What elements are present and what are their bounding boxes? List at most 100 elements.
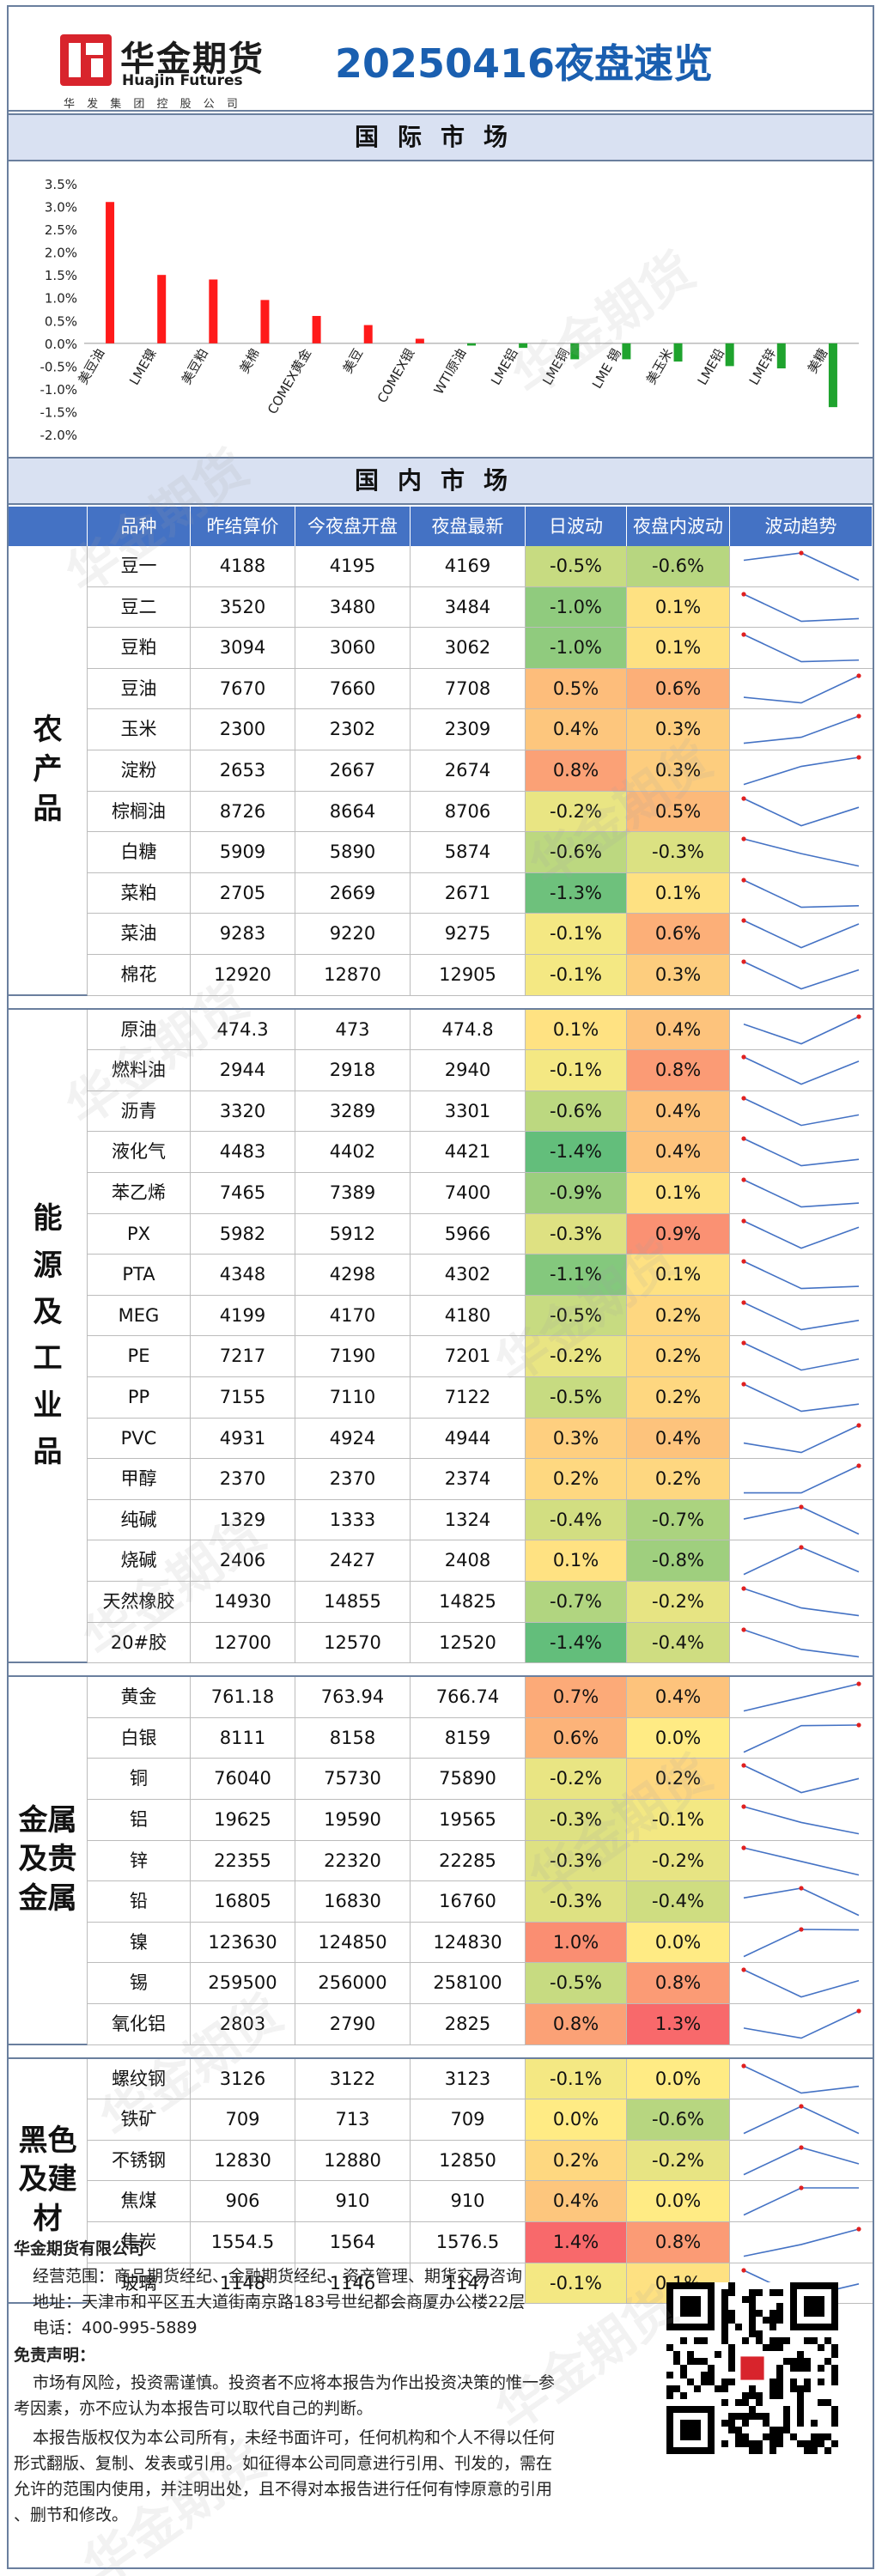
cell-night-open: 4402 — [295, 1132, 411, 1173]
qr-module — [811, 2420, 818, 2427]
sparkline-path — [743, 1588, 860, 1617]
cell-day-change: 1.0% — [526, 1922, 627, 1964]
cell-night-change: 0.3% — [627, 750, 730, 792]
trend-sparkline — [730, 2104, 873, 2141]
qr-module — [776, 2440, 783, 2447]
cell-day-change: -1.0% — [526, 586, 627, 629]
qr-module — [797, 2358, 804, 2365]
y-tick-label: 1.5% — [45, 268, 77, 283]
sparkline-high-marker — [741, 1177, 746, 1182]
cell-day-change: -0.1% — [526, 1050, 627, 1091]
qr-module — [811, 2433, 818, 2440]
qr-module — [749, 2310, 756, 2317]
qr-finder — [680, 2296, 701, 2317]
sparkline-high-marker — [856, 1013, 861, 1019]
chart-bar — [622, 343, 631, 360]
cell-prev-settle: 2944 — [191, 1050, 295, 1091]
x-tick-label: LME铝 — [488, 346, 520, 388]
qr-module — [776, 2317, 783, 2324]
category-text: 农 产 品 — [33, 712, 63, 826]
qr-module — [797, 2385, 804, 2392]
cell-night-change: 0.3% — [627, 955, 730, 996]
cell-prev-settle: 259500 — [191, 1963, 295, 2004]
chart-bar — [725, 343, 734, 367]
cell-night-open: 14855 — [295, 1582, 411, 1623]
cell-night-open: 3122 — [295, 2058, 411, 2100]
sparkline-path — [743, 879, 860, 908]
disclaimer-line: 考因素，亦不应认为本报告可以取代自己的判断。 — [14, 2399, 374, 2418]
disclaimer-title: 免责声明： — [14, 2346, 96, 2365]
cell-night-last: 8706 — [411, 791, 526, 833]
qr-module — [790, 2379, 797, 2385]
cell-day-change: -0.2% — [526, 1336, 627, 1377]
cell-day-change: -0.1% — [526, 2058, 627, 2100]
cell-product: 20#胶 — [88, 1622, 191, 1664]
qr-module — [680, 2372, 687, 2379]
qr-module — [797, 2420, 804, 2427]
chart-bar — [312, 315, 321, 343]
sparkline-high-marker — [741, 1340, 746, 1346]
cell-night-change: 0.9% — [627, 1213, 730, 1255]
qr-module — [797, 2392, 804, 2399]
cell-prev-settle: 22355 — [191, 1840, 295, 1882]
qr-module — [831, 2379, 838, 2385]
cell-day-change: 0.1% — [526, 1009, 627, 1051]
cell-night-last: 12520 — [411, 1622, 526, 1664]
cell-night-change: 0.4% — [627, 1677, 730, 1718]
cell-night-change: 0.0% — [627, 1922, 730, 1964]
sparkline-high-marker — [741, 1844, 746, 1850]
cell-day-change: -0.2% — [526, 791, 627, 833]
cell-night-last: 3123 — [411, 2058, 526, 2100]
qr-module — [728, 2358, 735, 2365]
cell-night-change: 0.3% — [627, 709, 730, 750]
qr-module — [763, 2344, 769, 2351]
company-logo: 华金期货 Huajin Futures 华 发 集 团 控 股 公 司 — [43, 22, 266, 111]
sparkline-high-marker — [799, 1886, 804, 1891]
trend-sparkline — [730, 1054, 873, 1091]
qr-module — [749, 2392, 756, 2399]
y-tick-label: 2.5% — [45, 222, 77, 238]
qr-module — [708, 2379, 715, 2385]
group-separator — [9, 2044, 873, 2059]
qr-module — [728, 2317, 735, 2324]
category-label: 农 产 品 — [9, 546, 88, 996]
qr-module — [701, 2379, 708, 2385]
cell-night-open: 19590 — [295, 1800, 411, 1841]
qr-module — [824, 2337, 831, 2344]
qr-module — [804, 2385, 811, 2392]
cell-product: 苯乙烯 — [88, 1173, 191, 1214]
qr-module — [797, 2406, 804, 2413]
cell-prev-settle: 7217 — [191, 1336, 295, 1377]
qr-module — [715, 2385, 721, 2392]
qr-module — [735, 2399, 742, 2406]
cell-night-last: 16760 — [411, 1881, 526, 1923]
chart-bar — [570, 343, 580, 360]
qr-module — [783, 2406, 790, 2413]
sparkline-path — [743, 838, 860, 867]
cell-night-change: 0.4% — [627, 1418, 730, 1460]
chart-bar — [828, 343, 837, 408]
cell-night-change: 0.8% — [627, 2222, 730, 2263]
cell-product: 玻璃 — [88, 2263, 191, 2305]
qr-module — [673, 2385, 680, 2392]
qr-finder — [804, 2296, 824, 2317]
x-tick-label: WTI原油 — [431, 346, 470, 398]
qr-module — [666, 2344, 673, 2351]
cell-day-change: -1.4% — [526, 1132, 627, 1173]
cell-night-change: 0.1% — [627, 1255, 730, 1296]
qr-module — [776, 2344, 783, 2351]
cell-product: 烧碱 — [88, 1540, 191, 1582]
cell-night-open: 1564 — [295, 2222, 411, 2263]
cell-prev-settle: 19625 — [191, 1800, 295, 1841]
qr-module — [673, 2351, 680, 2358]
x-tick-label: 美豆油 — [75, 346, 107, 387]
sparkline-high-marker — [741, 959, 746, 964]
cell-night-last: 12850 — [411, 2140, 526, 2182]
qr-module — [721, 2385, 728, 2392]
cell-prev-settle: 709 — [191, 2099, 295, 2141]
cell-day-change: -0.5% — [526, 1377, 627, 1419]
cell-night-last: 2671 — [411, 872, 526, 914]
sparkline-high-marker — [799, 1504, 804, 1510]
cell-night-open: 1146 — [295, 2263, 411, 2305]
cell-night-last: 2408 — [411, 1540, 526, 1582]
